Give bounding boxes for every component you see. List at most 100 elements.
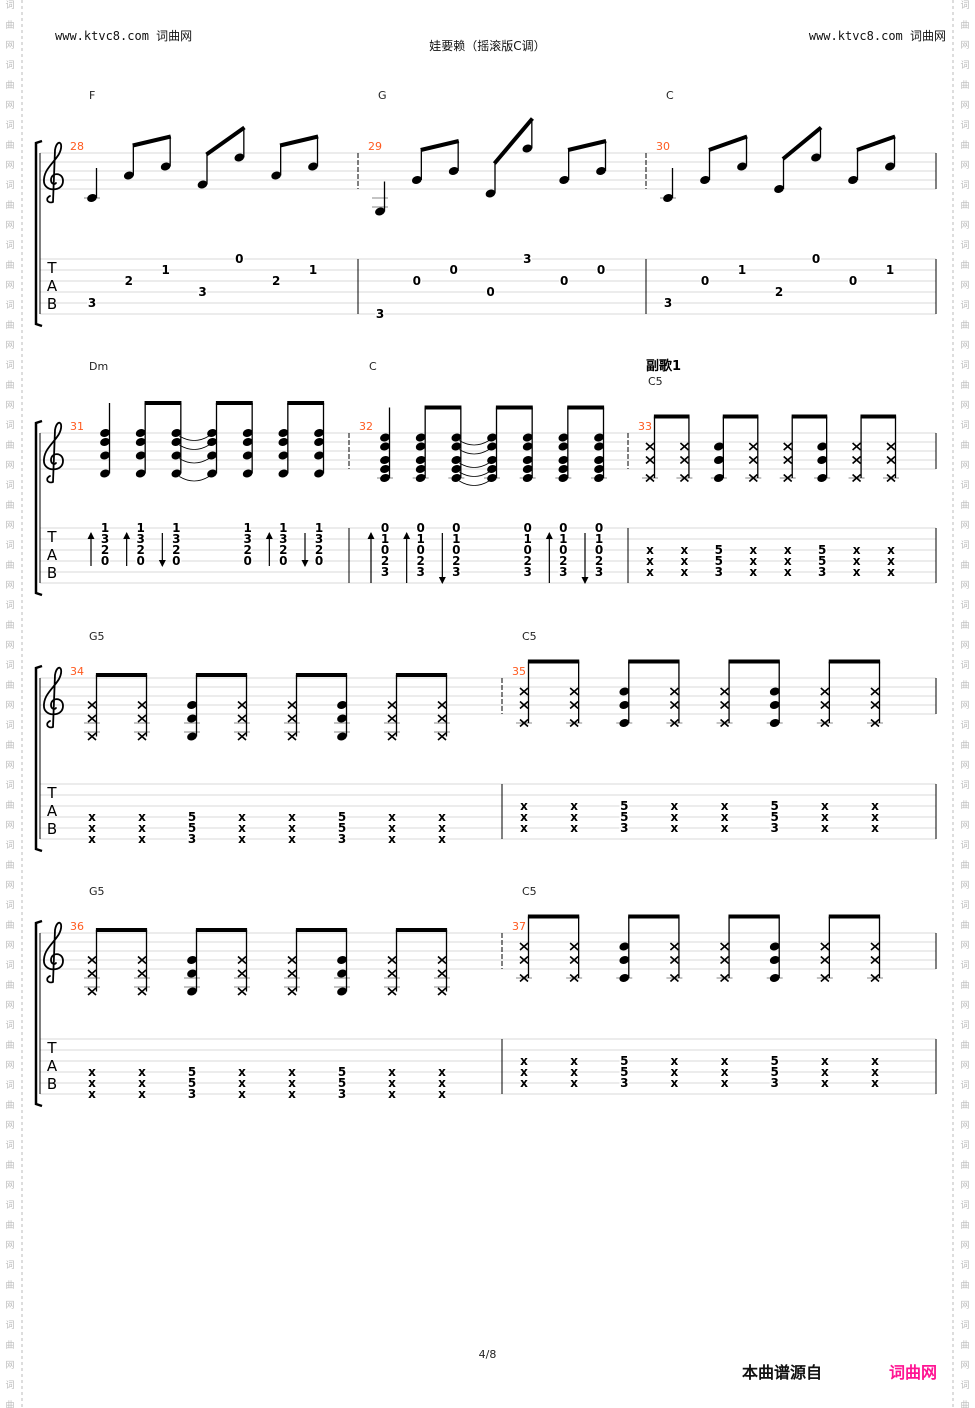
tab-mute: x <box>671 1076 679 1090</box>
watermark-char: 曲 <box>960 680 969 691</box>
x-notehead-icon <box>748 442 758 451</box>
tab-fret: 0 <box>416 543 424 557</box>
tab-clef-letter: T <box>46 1039 57 1057</box>
notehead <box>769 942 780 951</box>
strum-up-arrow-icon <box>545 532 553 583</box>
tab-fret: 5 <box>620 1054 628 1068</box>
tab-clef-letter: B <box>47 295 57 313</box>
notehead <box>380 442 390 451</box>
watermark-char: 曲 <box>960 920 969 931</box>
strum-up-arrow-icon <box>367 532 375 583</box>
watermark-char: 网 <box>5 1360 14 1371</box>
tab-fret: 3 <box>315 532 323 546</box>
tab-mute: x <box>288 810 296 824</box>
x-notehead-icon <box>137 969 147 978</box>
notehead <box>278 438 289 446</box>
watermark-char: 词 <box>5 840 14 851</box>
system: TAB36G5xxxxxx553xxxxxx553xxxxxx37C5xxxxx… <box>34 885 937 1108</box>
tab-fret: 0 <box>416 521 424 535</box>
x-notehead-icon <box>387 700 397 710</box>
tab-fret: 5 <box>188 1076 196 1090</box>
tab-fret: 1 <box>161 263 169 277</box>
note-event: xxx <box>716 916 733 1092</box>
x-notehead-icon <box>519 955 529 965</box>
tab-mute: x <box>388 1087 396 1101</box>
watermark-char: 词 <box>960 480 969 491</box>
x-notehead-icon <box>870 973 880 983</box>
tab-clef-letter: T <box>46 528 57 546</box>
x-notehead-icon <box>287 714 297 723</box>
x-notehead-icon <box>287 955 297 965</box>
x-notehead-icon <box>569 973 579 983</box>
x-notehead-icon <box>287 700 297 710</box>
tab-fret: 5 <box>620 810 628 824</box>
measure-number: 31 <box>70 420 84 433</box>
x-notehead-icon <box>237 732 247 741</box>
x-notehead-icon <box>679 442 689 451</box>
notehead <box>380 433 390 442</box>
tab-fret: 5 <box>188 821 196 835</box>
song-title: 娃要赖（摇滚版C调） <box>429 39 546 53</box>
tab-fret: 0 <box>452 521 460 535</box>
tab-mute: x <box>853 565 861 579</box>
tab-fret: 3 <box>88 296 96 310</box>
tab-fret: 1 <box>309 263 317 277</box>
note-event: xxx <box>867 661 883 837</box>
watermark-char: 词 <box>5 300 14 311</box>
notehead <box>242 438 253 446</box>
watermark-char: 词 <box>5 1260 14 1271</box>
tab-fret: 5 <box>620 1065 628 1079</box>
chord-name: C <box>666 89 674 102</box>
tie <box>179 435 210 441</box>
notehead <box>100 451 110 460</box>
notehead <box>451 456 462 464</box>
tab-fret: 1 <box>523 532 531 546</box>
x-notehead-icon <box>519 687 529 696</box>
tab-fret: 3 <box>620 821 628 835</box>
watermark-char: 曲 <box>960 380 969 391</box>
x-notehead-icon <box>137 714 147 723</box>
watermark-char: 词 <box>5 240 14 251</box>
tab-fret: 1 <box>559 532 567 546</box>
x-notehead-icon <box>569 700 579 710</box>
x-notehead-icon <box>886 455 896 465</box>
notehead <box>87 194 97 202</box>
tab-mute: x <box>570 810 578 824</box>
notehead <box>769 956 780 964</box>
note-event: 0 <box>699 150 711 290</box>
watermark-char: 网 <box>960 1120 969 1131</box>
tab-mute: x <box>288 1087 296 1101</box>
watermark-char: 曲 <box>5 20 14 31</box>
tab-mute: x <box>887 554 895 568</box>
watermark-char: 曲 <box>960 140 969 151</box>
notehead <box>737 162 747 171</box>
x-notehead-icon <box>645 473 655 483</box>
watermark-char: 词 <box>5 180 14 191</box>
watermark-char: 词 <box>5 0 14 11</box>
notehead <box>160 162 171 171</box>
notehead <box>769 719 780 727</box>
tab-mute: x <box>821 1065 829 1079</box>
tab-fret: 3 <box>376 307 384 321</box>
notehead <box>171 469 182 478</box>
tab-mute: x <box>238 1087 246 1101</box>
x-notehead-icon <box>519 973 529 983</box>
note-event: xxx <box>134 675 150 848</box>
tab-mute: x <box>721 810 729 824</box>
watermark-char: 词 <box>5 720 14 731</box>
tab-fret: 2 <box>381 554 389 568</box>
strum-down-arrow-icon <box>581 533 589 584</box>
x-notehead-icon <box>237 700 247 710</box>
x-notehead-icon <box>237 714 247 723</box>
notehead <box>619 974 630 982</box>
notehead <box>558 433 569 442</box>
x-notehead-icon <box>387 969 397 978</box>
chord-name: Dm <box>89 360 108 373</box>
tab-mute: x <box>784 543 792 557</box>
note-event: xxx <box>642 416 658 581</box>
tab-fret: 2 <box>315 543 323 557</box>
tab-mute: x <box>871 810 879 824</box>
